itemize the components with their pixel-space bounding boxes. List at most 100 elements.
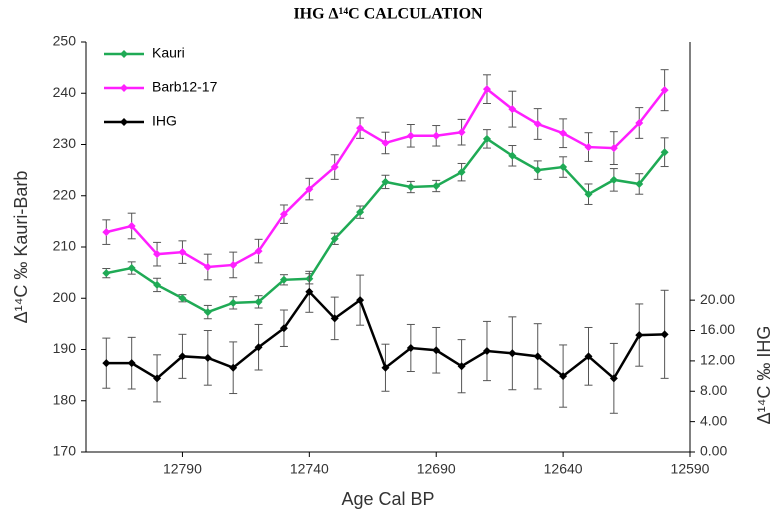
- x-tick-label: 12740: [290, 461, 329, 477]
- data-point: [279, 210, 288, 219]
- data-point: [482, 347, 491, 356]
- data-point: [609, 144, 618, 153]
- series-line: [106, 137, 666, 314]
- data-point: [660, 148, 669, 157]
- data-point: [660, 86, 669, 95]
- y-tick-label: 210: [53, 238, 77, 254]
- data-point: [254, 297, 263, 306]
- data-point: [127, 264, 136, 273]
- y2-tick-label: 20.00: [700, 291, 735, 307]
- x-tick-label: 12590: [671, 461, 710, 477]
- data-point: [305, 287, 314, 296]
- legend-label: Kauri: [152, 45, 185, 61]
- data-point: [533, 352, 542, 361]
- data-point: [559, 129, 568, 138]
- chart-title: IHG Δ¹⁴C CALCULATION: [293, 6, 483, 23]
- data-point: [584, 352, 593, 361]
- data-point: [178, 248, 187, 257]
- y2-tick-label: 0.00: [700, 443, 727, 459]
- y2-tick-label: 8.00: [700, 382, 727, 398]
- data-point: [406, 183, 415, 192]
- data-point: [330, 163, 339, 172]
- data-point: [229, 260, 238, 269]
- legend-marker: [120, 84, 128, 92]
- data-point: [203, 262, 212, 271]
- data-point: [102, 269, 111, 278]
- data-point: [229, 298, 238, 307]
- x-tick-label: 12640: [544, 461, 583, 477]
- data-point: [153, 250, 162, 259]
- data-point: [153, 280, 162, 289]
- data-point: [533, 120, 542, 128]
- data-point: [279, 324, 288, 333]
- data-point: [330, 314, 339, 323]
- data-point: [330, 234, 339, 243]
- data-point: [508, 151, 517, 160]
- data-point: [381, 177, 390, 186]
- data-point: [457, 362, 466, 371]
- data-point: [482, 134, 491, 143]
- y-tick-label: 190: [53, 340, 77, 356]
- data-point: [609, 175, 618, 184]
- data-point: [203, 308, 212, 317]
- data-point: [127, 359, 136, 368]
- data-point: [660, 330, 669, 339]
- data-point: [457, 168, 466, 177]
- data-point: [559, 372, 568, 381]
- y-tick-label: 200: [53, 289, 77, 305]
- y2-tick-label: 16.00: [700, 321, 735, 337]
- data-point: [432, 182, 441, 191]
- data-point: [356, 124, 365, 133]
- data-point: [127, 221, 136, 230]
- y-tick-label: 180: [53, 391, 77, 407]
- data-point: [457, 128, 466, 137]
- data-point: [635, 179, 644, 188]
- y-tick-label: 240: [53, 84, 77, 100]
- x-axis-label: Age Cal BP: [341, 489, 434, 509]
- data-point: [584, 190, 593, 199]
- data-point: [229, 363, 238, 372]
- data-point: [482, 85, 491, 94]
- y2-tick-label: 4.00: [700, 412, 727, 428]
- data-point: [381, 363, 390, 372]
- legend-marker: [120, 50, 128, 58]
- data-point: [432, 131, 441, 140]
- legend-label: IHG: [152, 113, 177, 129]
- data-point: [178, 352, 187, 361]
- x-tick-label: 12690: [417, 461, 456, 477]
- data-point: [153, 374, 162, 383]
- data-point: [635, 331, 644, 340]
- data-point: [508, 349, 517, 358]
- data-point: [254, 247, 263, 256]
- data-point: [305, 185, 314, 194]
- data-point: [356, 296, 365, 305]
- y-tick-label: 230: [53, 135, 77, 151]
- data-point: [279, 275, 288, 284]
- data-point: [356, 208, 365, 217]
- data-point: [178, 294, 187, 303]
- data-point: [609, 374, 618, 383]
- data-point: [203, 353, 212, 362]
- y2-axis-label: Δ¹⁴C ‰ IHG: [754, 326, 774, 425]
- data-point: [102, 359, 111, 368]
- data-point: [102, 228, 111, 237]
- data-point: [406, 343, 415, 352]
- x-tick-label: 12790: [163, 461, 202, 477]
- y2-tick-label: 12.00: [700, 352, 735, 368]
- data-point: [508, 105, 517, 114]
- data-point: [559, 163, 568, 172]
- data-point: [406, 131, 415, 140]
- y-tick-label: 220: [53, 186, 77, 202]
- legend-label: Barb12-17: [152, 79, 218, 95]
- legend-marker: [120, 118, 128, 126]
- y-tick-label: 170: [53, 443, 77, 459]
- data-point: [254, 343, 263, 352]
- y-axis-label: Δ¹⁴C ‰ Kauri-Barb: [11, 171, 31, 324]
- y-tick-label: 250: [53, 33, 77, 49]
- data-point: [635, 118, 644, 127]
- data-point: [584, 143, 593, 152]
- data-point: [381, 138, 390, 147]
- data-point: [533, 166, 542, 175]
- data-point: [432, 346, 441, 355]
